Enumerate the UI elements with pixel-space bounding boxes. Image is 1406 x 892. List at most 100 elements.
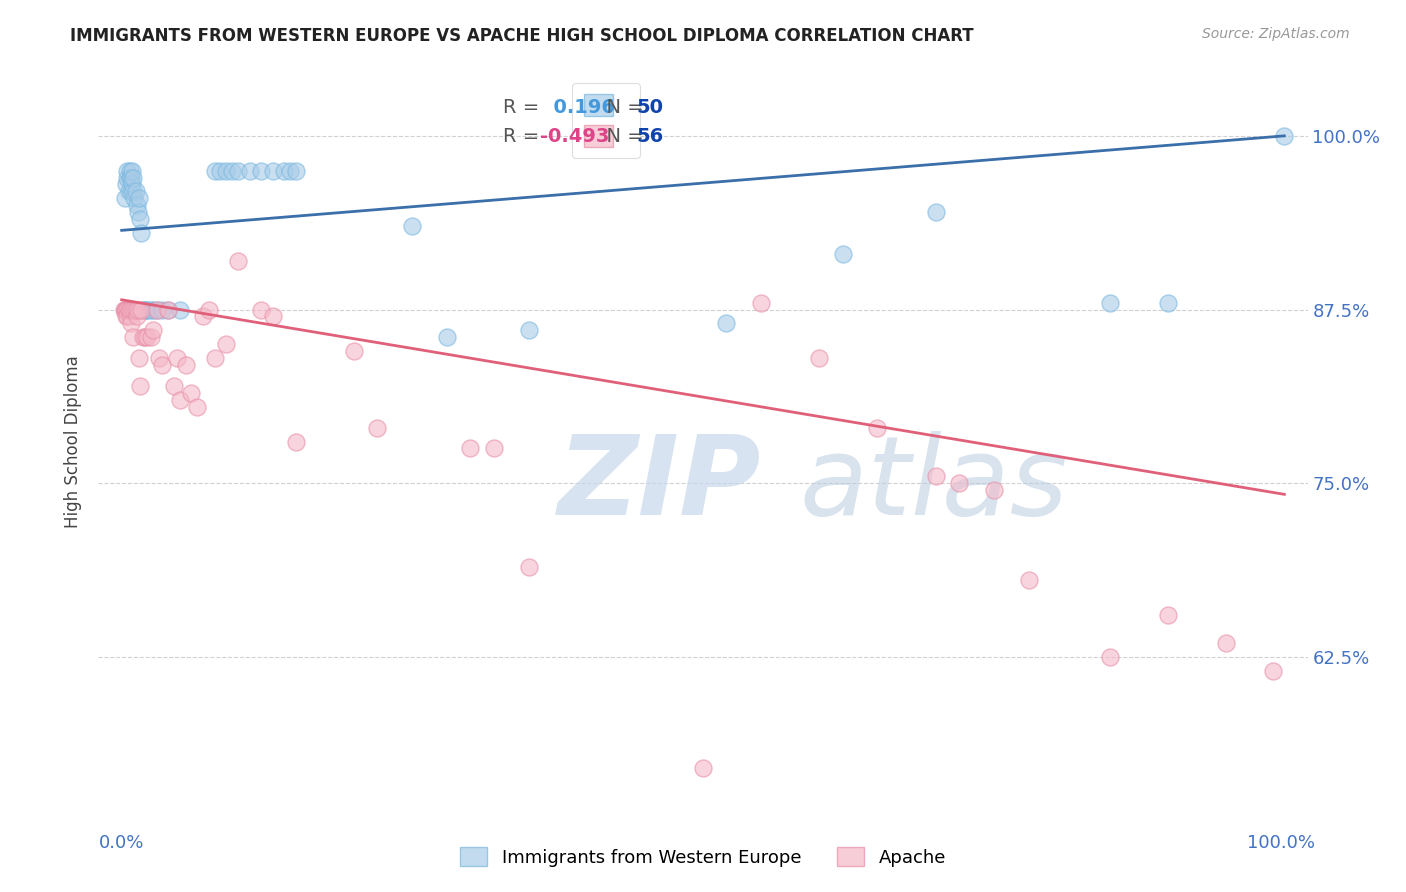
- Point: [343, 344, 366, 359]
- Point: [118, 170, 141, 185]
- Point: [129, 212, 152, 227]
- Point: [134, 302, 156, 317]
- Point: [239, 163, 262, 178]
- Point: [215, 337, 238, 351]
- Point: [692, 761, 714, 775]
- Point: [120, 170, 142, 185]
- Point: [128, 191, 150, 205]
- Point: [1215, 636, 1237, 650]
- Point: [186, 400, 208, 414]
- Point: [118, 185, 141, 199]
- Point: [166, 351, 188, 366]
- Point: [117, 163, 139, 178]
- Point: [124, 302, 146, 317]
- Point: [163, 379, 186, 393]
- Point: [145, 302, 167, 317]
- Point: [121, 302, 143, 317]
- Point: [131, 302, 153, 317]
- Text: R =: R =: [503, 128, 546, 146]
- Point: [366, 420, 388, 434]
- Point: [209, 163, 232, 178]
- Point: [948, 476, 970, 491]
- Point: [250, 302, 273, 317]
- Point: [117, 310, 139, 324]
- Point: [808, 351, 831, 366]
- Point: [517, 559, 540, 574]
- Point: [169, 392, 191, 407]
- Point: [169, 302, 191, 317]
- Point: [112, 302, 135, 317]
- Point: [114, 302, 136, 317]
- Point: [174, 358, 197, 372]
- Point: [122, 330, 145, 344]
- Point: [1018, 574, 1040, 588]
- Point: [278, 163, 301, 178]
- Point: [226, 163, 249, 178]
- Point: [136, 302, 159, 317]
- Text: N =: N =: [595, 98, 650, 118]
- Point: [125, 198, 148, 212]
- Legend: , : ,: [572, 83, 640, 158]
- Point: [118, 163, 141, 178]
- Y-axis label: High School Diploma: High School Diploma: [65, 355, 83, 528]
- Point: [145, 302, 167, 317]
- Point: [115, 302, 138, 317]
- Text: 0.196: 0.196: [540, 98, 614, 118]
- Point: [118, 302, 141, 317]
- Point: [117, 302, 139, 317]
- Point: [122, 170, 145, 185]
- Text: 100.0%: 100.0%: [1247, 834, 1315, 852]
- Point: [1157, 608, 1180, 623]
- Point: [831, 247, 853, 261]
- Legend: Immigrants from Western Europe, Apache: Immigrants from Western Europe, Apache: [453, 840, 953, 874]
- Point: [124, 185, 146, 199]
- Point: [131, 330, 153, 344]
- Point: [285, 163, 308, 178]
- Point: [135, 302, 157, 317]
- Point: [866, 420, 889, 434]
- Point: [115, 310, 138, 324]
- Point: [120, 185, 142, 199]
- Point: [117, 170, 139, 185]
- Point: [128, 351, 150, 366]
- Point: [250, 163, 273, 178]
- Point: [204, 351, 226, 366]
- Point: [273, 163, 295, 178]
- Text: IMMIGRANTS FROM WESTERN EUROPE VS APACHE HIGH SCHOOL DIPLOMA CORRELATION CHART: IMMIGRANTS FROM WESTERN EUROPE VS APACHE…: [70, 27, 974, 45]
- Point: [191, 310, 214, 324]
- Text: 50: 50: [637, 98, 664, 118]
- Point: [136, 330, 159, 344]
- Point: [122, 185, 145, 199]
- Point: [114, 191, 136, 205]
- Point: [127, 205, 149, 219]
- Text: -0.493: -0.493: [540, 128, 609, 146]
- Point: [124, 191, 146, 205]
- Point: [121, 178, 143, 192]
- Point: [142, 302, 165, 317]
- Text: R =: R =: [503, 98, 546, 118]
- Point: [924, 469, 946, 483]
- Point: [180, 385, 202, 400]
- Point: [150, 358, 173, 372]
- Point: [204, 163, 226, 178]
- Point: [221, 163, 243, 178]
- Point: [1261, 664, 1284, 678]
- Text: 0.0%: 0.0%: [98, 834, 143, 852]
- Point: [517, 323, 540, 337]
- Text: Source: ZipAtlas.com: Source: ZipAtlas.com: [1202, 27, 1350, 41]
- Point: [924, 205, 946, 219]
- Point: [262, 163, 284, 178]
- Point: [129, 379, 152, 393]
- Point: [139, 330, 162, 344]
- Point: [215, 163, 238, 178]
- Point: [1098, 295, 1121, 310]
- Point: [285, 434, 308, 449]
- Point: [460, 442, 482, 456]
- Point: [150, 302, 173, 317]
- Point: [115, 178, 138, 192]
- Point: [401, 219, 423, 234]
- Point: [716, 317, 738, 331]
- Point: [118, 302, 141, 317]
- Text: ZIP: ZIP: [558, 432, 762, 539]
- Point: [142, 323, 165, 337]
